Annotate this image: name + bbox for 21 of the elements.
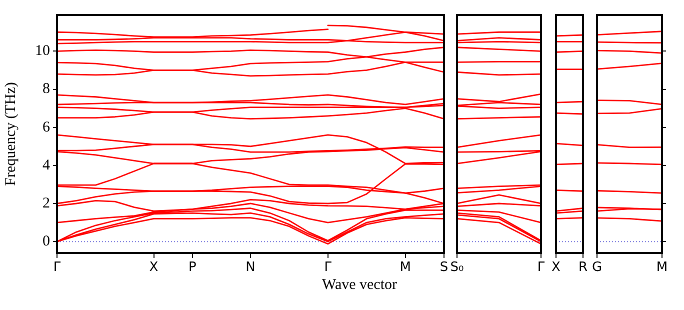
y-tick-label: 6 — [42, 119, 50, 136]
x-tick-label: Γ — [324, 260, 332, 276]
x-tick-label: N — [246, 260, 256, 276]
y-tick-label: 8 — [42, 81, 50, 98]
x-tick-label: S₀ — [450, 260, 464, 276]
x-tick-label: R — [578, 260, 588, 276]
x-tick-label: X — [149, 260, 158, 276]
x-tick-label: Γ — [537, 260, 546, 276]
x-tick-label: Γ — [53, 260, 62, 276]
x-tick-label: M — [656, 260, 668, 276]
x-tick-label: G — [592, 260, 602, 276]
x-tick-label: X — [552, 260, 561, 276]
x-axis-title: Wave vector — [322, 277, 397, 294]
x-tick-label: S — [440, 260, 448, 276]
x-tick-label: P — [188, 260, 197, 276]
y-axis-title: Frequency (THz) — [2, 82, 19, 186]
y-tick-label: 0 — [42, 234, 50, 250]
x-tick-label: M — [400, 260, 411, 276]
y-tick-label: 2 — [42, 195, 50, 212]
y-tick-label: 4 — [42, 157, 50, 174]
y-tick-label: 10 — [35, 43, 50, 60]
